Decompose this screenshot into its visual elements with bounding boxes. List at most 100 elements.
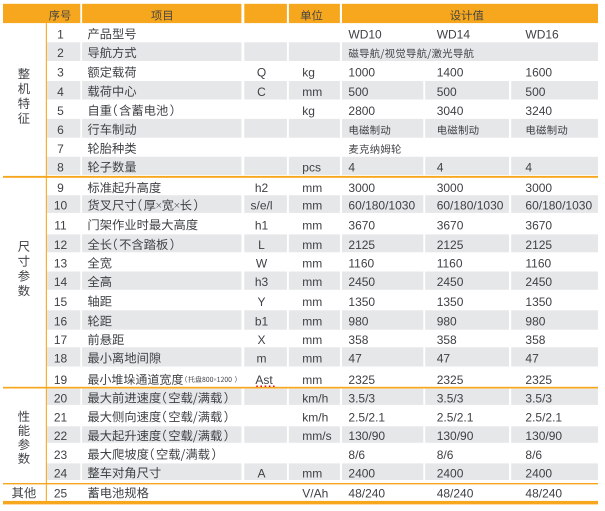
svg-text:4: 4 [525, 161, 532, 175]
svg-text:22: 22 [54, 429, 68, 443]
svg-text:W: W [256, 257, 268, 271]
svg-text:Q: Q [257, 66, 266, 80]
svg-text:60/180/1030: 60/180/1030 [348, 199, 415, 213]
svg-text:mm: mm [302, 181, 322, 195]
svg-text:kg: kg [302, 66, 315, 80]
svg-text:mm: mm [302, 466, 322, 480]
svg-text:2400: 2400 [437, 466, 464, 480]
svg-text:2125: 2125 [437, 238, 464, 252]
svg-text:3670: 3670 [525, 218, 552, 232]
svg-text:130/90: 130/90 [525, 429, 562, 443]
svg-text:L: L [258, 238, 265, 252]
svg-text:1: 1 [57, 27, 64, 41]
svg-text:1350: 1350 [525, 295, 552, 309]
svg-text:23: 23 [54, 448, 68, 462]
svg-text:3.5/3: 3.5/3 [348, 391, 375, 405]
svg-text:358: 358 [525, 333, 545, 347]
svg-text:25: 25 [54, 486, 68, 500]
svg-text:mm/s: mm/s [302, 429, 331, 443]
svg-text:2: 2 [57, 46, 64, 60]
svg-text:47: 47 [348, 352, 362, 366]
svg-text:mm: mm [302, 275, 322, 289]
svg-text:2800: 2800 [348, 104, 375, 118]
svg-text:130/90: 130/90 [348, 429, 385, 443]
svg-text:2125: 2125 [525, 238, 552, 252]
svg-text:X: X [257, 333, 265, 347]
svg-text:1160: 1160 [348, 257, 374, 271]
svg-text:48/240: 48/240 [348, 486, 385, 500]
svg-text:17: 17 [54, 333, 68, 347]
svg-text:1400: 1400 [437, 66, 464, 80]
svg-text:mm: mm [302, 295, 322, 309]
svg-text:2400: 2400 [348, 466, 375, 480]
svg-text:980: 980 [348, 315, 368, 329]
svg-text:15: 15 [54, 295, 68, 309]
svg-text:48/240: 48/240 [525, 486, 562, 500]
svg-text:358: 358 [437, 333, 457, 347]
svg-text:h2: h2 [255, 181, 269, 195]
svg-text:mm: mm [302, 199, 322, 213]
svg-text:WD10: WD10 [348, 27, 382, 41]
svg-text:3000: 3000 [437, 181, 464, 195]
svg-text:2450: 2450 [437, 275, 464, 289]
svg-text:358: 358 [348, 333, 368, 347]
svg-text:b1: b1 [255, 315, 269, 329]
svg-text:47: 47 [525, 352, 539, 366]
svg-text:3.5/3: 3.5/3 [437, 391, 464, 405]
svg-text:mm: mm [302, 218, 322, 232]
svg-text:21: 21 [54, 410, 68, 424]
svg-text:500: 500 [525, 85, 545, 99]
svg-text:24: 24 [54, 466, 68, 480]
svg-text:12: 12 [54, 238, 68, 252]
svg-text:h1: h1 [255, 218, 269, 232]
svg-text:mm: mm [302, 333, 322, 347]
svg-text:4: 4 [348, 161, 355, 175]
svg-text:8/6: 8/6 [525, 448, 542, 462]
svg-text:V/Ah: V/Ah [302, 486, 328, 500]
svg-text:mm: mm [302, 352, 322, 366]
svg-text:3.5/3: 3.5/3 [525, 391, 552, 405]
svg-text:48/240: 48/240 [437, 486, 474, 500]
svg-text:A: A [257, 466, 265, 480]
svg-text:19: 19 [54, 373, 68, 387]
svg-text:500: 500 [437, 85, 457, 99]
svg-text:km/h: km/h [302, 391, 328, 405]
svg-text:60/180/1030: 60/180/1030 [437, 199, 504, 213]
svg-text:1350: 1350 [348, 295, 375, 309]
svg-text:mm: mm [302, 238, 322, 252]
svg-text:2450: 2450 [525, 275, 552, 289]
svg-text:8: 8 [57, 161, 64, 175]
svg-text:10: 10 [54, 199, 68, 213]
svg-text:WD16: WD16 [525, 27, 559, 41]
svg-text:kg: kg [302, 104, 315, 118]
svg-text:mm: mm [302, 85, 322, 99]
svg-text:2325: 2325 [525, 373, 552, 387]
svg-text:1160: 1160 [437, 257, 463, 271]
svg-text:18: 18 [54, 352, 68, 366]
svg-text:3670: 3670 [437, 218, 464, 232]
svg-text:1350: 1350 [437, 295, 464, 309]
svg-text:mm: mm [302, 257, 322, 271]
svg-text:WD14: WD14 [437, 27, 471, 41]
svg-text:1600: 1600 [525, 66, 552, 80]
svg-text:3240: 3240 [525, 104, 552, 118]
svg-text:16: 16 [54, 315, 68, 329]
svg-text:mm: mm [302, 315, 322, 329]
svg-text:C: C [257, 85, 266, 99]
svg-text:4: 4 [57, 85, 64, 99]
svg-text:2400: 2400 [525, 466, 552, 480]
svg-text:pcs: pcs [302, 161, 321, 175]
svg-text:9: 9 [57, 181, 64, 195]
svg-text:s/e/l: s/e/l [250, 199, 272, 213]
svg-text:2.5/2.1: 2.5/2.1 [437, 410, 474, 424]
svg-text:500: 500 [348, 85, 368, 99]
svg-text:1000: 1000 [348, 66, 375, 80]
svg-text:13: 13 [54, 257, 68, 271]
svg-text:980: 980 [525, 315, 545, 329]
svg-text:3040: 3040 [437, 104, 464, 118]
svg-text:14: 14 [54, 275, 68, 289]
svg-text:2450: 2450 [348, 275, 375, 289]
svg-text:3: 3 [57, 66, 64, 80]
svg-text:8/6: 8/6 [348, 448, 365, 462]
svg-text:980: 980 [437, 315, 457, 329]
